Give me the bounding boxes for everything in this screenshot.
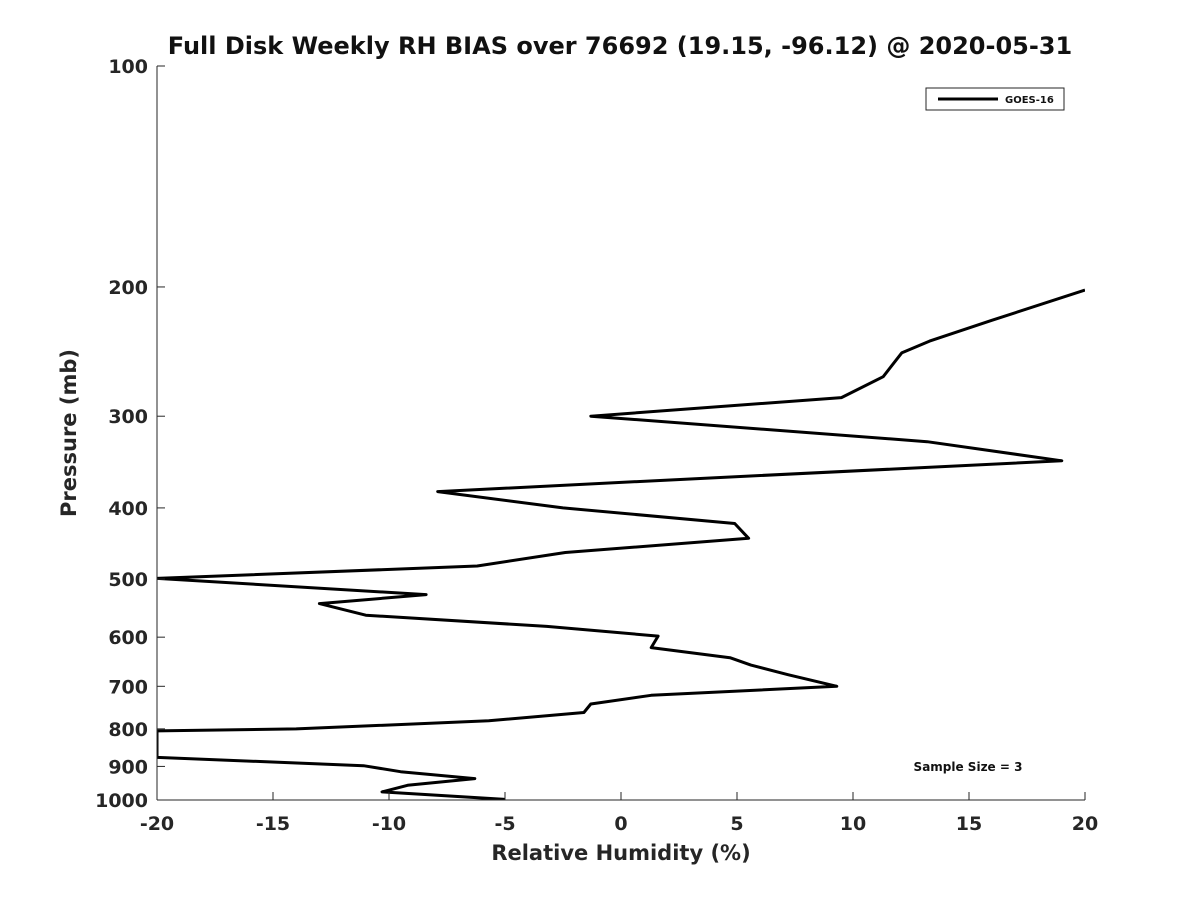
y-tick-label: 400: [108, 498, 148, 520]
y-tick-label: 500: [108, 569, 148, 591]
x-tick-label: 5: [730, 813, 743, 835]
x-tick-label: -5: [494, 813, 515, 835]
x-tick-label: -10: [372, 813, 406, 835]
chart-title: Full Disk Weekly RH BIAS over 76692 (19.…: [168, 32, 1072, 60]
x-tick-label: 0: [614, 813, 627, 835]
y-tick-label: 100: [108, 56, 148, 78]
y-tick-label: 800: [108, 719, 148, 741]
legend-label-goes-16: GOES-16: [1005, 95, 1054, 106]
sample-size-note: Sample Size = 3: [914, 760, 1023, 774]
y-tick-label: 900: [108, 756, 148, 778]
y-tick-label: 300: [108, 406, 148, 428]
series-line-goes-16: [157, 288, 1085, 800]
x-axis-label: Relative Humidity (%): [491, 841, 750, 865]
x-tick-label: -20: [140, 813, 174, 835]
x-tick-label: 15: [956, 813, 982, 835]
legend: GOES-16: [925, 87, 1065, 111]
y-tick-label: 700: [108, 676, 148, 698]
y-axis-label: Pressure (mb): [57, 349, 81, 517]
y-tick-label: 600: [108, 627, 148, 649]
plot-area: [157, 288, 1085, 800]
x-ticks: -20 -15 -10 -5 0 5 10 15 20: [140, 792, 1098, 835]
y-tick-label: 200: [108, 277, 148, 299]
x-tick-label: -15: [256, 813, 290, 835]
y-tick-label: 1000: [95, 790, 148, 812]
x-tick-label: 20: [1072, 813, 1098, 835]
x-tick-label: 10: [840, 813, 866, 835]
y-ticks: 100 200 300 400 500 600 700 800 900 1000: [95, 56, 165, 812]
